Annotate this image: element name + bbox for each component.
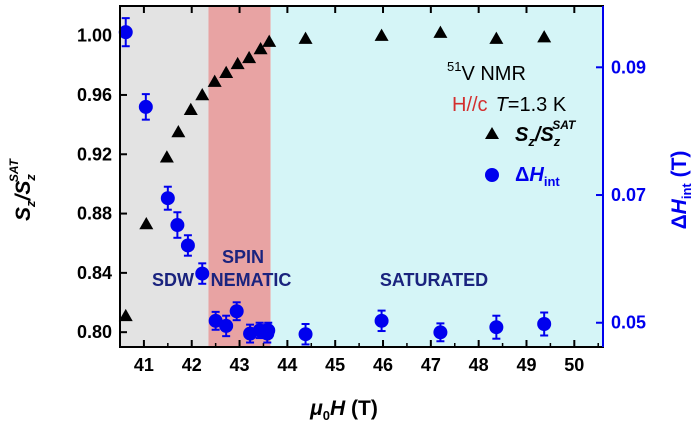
sz-ratio-point — [262, 34, 277, 47]
legend-label-sz: Sz/SzSAT — [515, 118, 577, 149]
region-band-1 — [208, 6, 271, 347]
dhint-point — [229, 304, 244, 319]
dhint-point — [298, 327, 313, 342]
left-tick-label: 0.84 — [77, 263, 112, 283]
region-label-sdw: SDW — [152, 270, 194, 290]
x-axis-title: μ0H (T) — [309, 397, 378, 423]
legend: Sz/SzSAT ΔHint — [485, 118, 577, 189]
dhint-point — [118, 25, 133, 40]
x-tick-label: 44 — [277, 355, 297, 375]
right-tick-label: 0.07 — [611, 185, 646, 205]
x-tick-label: 49 — [516, 355, 536, 375]
sz-ratio-point — [298, 31, 313, 44]
dhint-point — [208, 313, 223, 328]
sz-ratio-point — [374, 28, 389, 41]
dhint-point — [170, 218, 185, 233]
dhint-point — [219, 318, 234, 333]
dhint-point — [261, 323, 276, 338]
left-tick-label: 0.96 — [77, 85, 112, 105]
dhint-point — [138, 99, 153, 114]
region-band-2 — [270, 6, 603, 347]
dhint-point — [374, 313, 389, 328]
left-tick-label: 1.00 — [77, 26, 112, 46]
sz-ratio-point — [537, 30, 552, 43]
sz-ratio-point — [433, 25, 448, 38]
right-axis-title: ΔHint (T) — [668, 151, 694, 230]
field-direction: H//c — [452, 94, 488, 116]
data-marks — [118, 17, 552, 346]
right-tick-label: 0.09 — [611, 57, 646, 77]
left-axis-ticks: 0.80 0.84 0.88 0.92 0.96 1.00 — [77, 26, 127, 342]
x-tick-label: 45 — [325, 355, 345, 375]
phase-regions — [120, 6, 603, 347]
x-axis-ticks: 41 42 43 44 45 46 47 48 49 50 — [119, 6, 599, 375]
sz-ratio-point — [195, 87, 210, 101]
dhint-point — [537, 317, 552, 332]
sz-ratio-point — [207, 74, 222, 87]
nmr-annotation: 51V NMR — [447, 59, 526, 85]
sz-ratio-point — [159, 150, 174, 163]
x-tick-label: 41 — [134, 355, 154, 375]
region-label-saturated: SATURATED — [380, 270, 488, 290]
sz-ratio-point — [183, 102, 198, 116]
dhint-point — [160, 191, 175, 206]
dhint-point — [489, 320, 504, 335]
sz-ratio-point — [242, 50, 257, 64]
sz-ratio-point — [230, 56, 245, 70]
region-band-0 — [120, 6, 209, 347]
left-tick-label: 0.80 — [77, 322, 112, 342]
region-label-nematic: NEMATIC — [211, 270, 292, 290]
left-axis-title: Sz/SzSAT — [7, 157, 38, 221]
legend-triangle-marker — [485, 127, 499, 139]
dhint-point — [180, 238, 195, 253]
sz-ratio-point — [219, 65, 234, 78]
x-tick-label: 47 — [421, 355, 441, 375]
sz-ratio-point — [489, 31, 504, 44]
legend-label-dhint: ΔHint — [515, 164, 560, 189]
x-tick-label: 43 — [230, 355, 250, 375]
x-tick-label: 46 — [373, 355, 393, 375]
sz-ratio-point — [118, 308, 133, 322]
x-tick-label: 48 — [469, 355, 489, 375]
x-tick-label: 42 — [182, 355, 202, 375]
sz-ratio-point — [139, 216, 154, 230]
right-axis-ticks: 0.05 0.07 0.09 — [596, 57, 646, 333]
left-tick-label: 0.92 — [77, 144, 112, 164]
condition-annotation: H//c T=1.3 K — [452, 94, 567, 116]
sz-ratio-point — [171, 125, 186, 138]
sz-ratio-point — [253, 41, 268, 55]
legend-circle-marker — [485, 168, 499, 182]
region-label-spin: SPIN — [222, 247, 264, 267]
x-tick-label: 50 — [564, 355, 584, 375]
dhint-point — [195, 266, 210, 281]
right-tick-label: 0.05 — [611, 313, 646, 333]
dhint-point — [433, 325, 448, 340]
left-tick-label: 0.88 — [77, 204, 112, 224]
